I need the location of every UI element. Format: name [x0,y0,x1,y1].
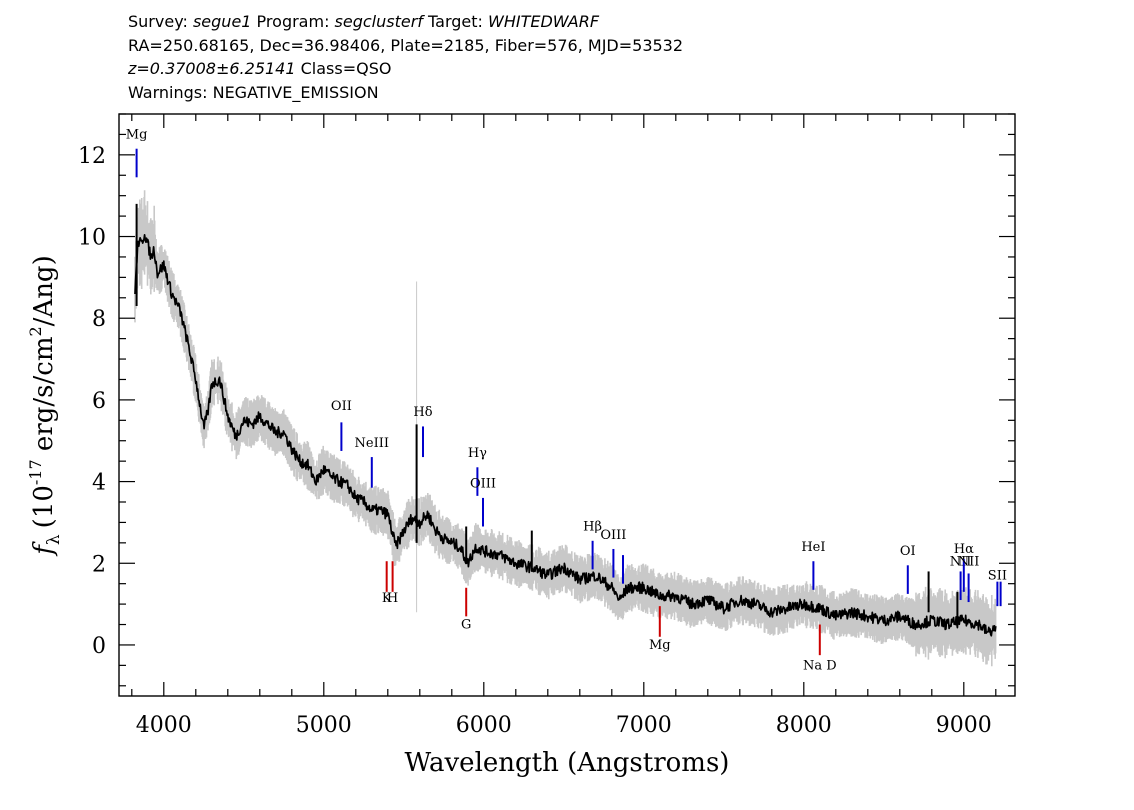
y-tick-label: 8 [92,307,106,332]
absorption-line-label: Na D [803,658,837,673]
x-tick-label: 5000 [296,713,352,738]
y-axis-label: fλ(10-17 erg/s/cm2/Ang) [26,255,64,556]
header-line-warnings: Warnings: NEGATIVE_EMISSION [128,82,379,102]
emission-line-label: Hδ [413,405,432,420]
x-tick-label: 6000 [456,713,512,738]
x-tick-label: 9000 [936,713,992,738]
program-label: Program: [251,12,335,31]
target-label: Target: [422,12,488,31]
target-value: WHITEDWARF [488,12,600,31]
emission-line-label: NII [958,554,980,569]
emission-line-label: OII [331,399,352,414]
noise-path [134,190,997,667]
x-tick-label: 4000 [136,713,192,738]
axis-ticks: 4000 5000 6000 7000 8000 9000 0 2 4 6 8 10 12 [78,113,1015,738]
y-tick-label: 10 [78,226,106,251]
redshift-value: z=0.37008±6.25141 [128,59,296,78]
y-tick-label: 4 [92,471,106,496]
emission-line-label: OIII [600,528,626,543]
y-tick-label: 2 [92,552,106,577]
emission-line-label: HeI [801,540,825,555]
y-tick-label: 0 [92,634,106,659]
program-value: segclusterf [334,12,423,31]
emission-line-label: OIII [470,477,496,492]
x-tick-label: 8000 [776,713,832,738]
noise-band [134,190,997,667]
survey-label: Survey: [128,12,193,31]
emission-line-label: Hγ [468,446,487,461]
spectrum-line [134,233,997,637]
class-value: Class=QSO [295,59,392,78]
emission-line-label: NII [950,554,972,569]
header-line-coordinates: RA=250.68165, Dec=36.98406, Plate=2185, … [128,35,684,55]
x-tick-label: 7000 [616,713,672,738]
emission-line-label: Hβ [583,520,602,535]
emission-line-label: NeIII [355,436,389,451]
x-axis-label: Wavelength (Angstroms) [405,748,730,778]
emission-line-label: Hα [954,542,974,557]
emission-line-label: OI [900,544,916,559]
header-line-survey: Survey: segue1 Program: segclusterf Targ… [128,10,683,34]
absorption-line-label: Mg [649,638,671,653]
emission-line-label: SII [988,569,1007,584]
plot-header: Survey: segue1 Program: segclusterf Targ… [128,10,683,104]
absorption-line-label: H [387,591,398,606]
header-line-redshift: z=0.37008±6.25141 Class=QSO [128,57,683,81]
absorption-line-label: K [382,591,392,606]
emission-line-label: Mg [126,128,148,143]
y-tick-label: 12 [78,144,106,169]
absorption-line-label: G [461,618,471,633]
survey-value: segue1 [192,12,252,31]
plot-frame [118,113,1016,697]
y-tick-label: 6 [92,389,106,414]
spectrum-series [134,203,997,637]
